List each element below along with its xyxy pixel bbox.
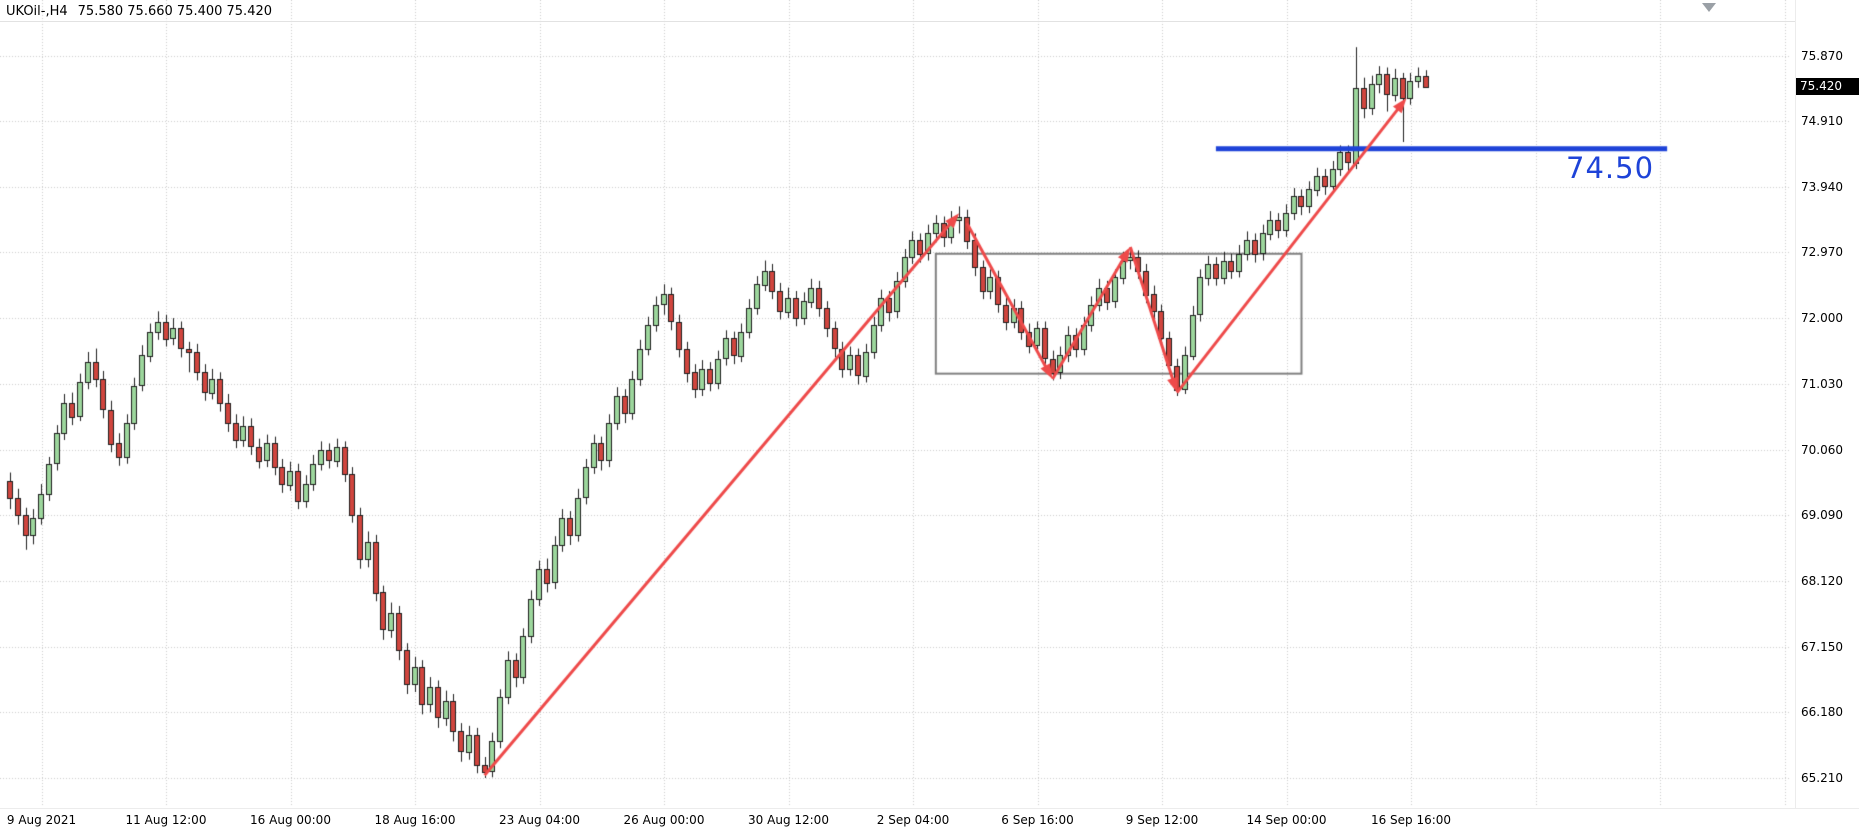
price-axis-label: 68.120 [1801,573,1843,588]
price-axis-label: 67.150 [1801,639,1843,654]
ohlc-readout: 75.580 75.660 75.400 75.420 [77,4,273,19]
time-axis-label: 23 Aug 04:00 [499,813,580,827]
support-level-label[interactable]: 74.50 [1566,151,1655,185]
time-axis-label: 18 Aug 16:00 [374,813,456,827]
price-axis[interactable]: 75.420 75.870 74.910 73.940 72.970 72.000 71.… [1795,0,1859,808]
time-axis-label: 30 Aug 12:00 [748,813,829,827]
current-price-badge: 75.420 [1796,78,1859,96]
price-axis-label: 74.910 [1801,114,1843,129]
time-axis-label: 6 Sep 16:00 [1001,813,1074,827]
time-axis-label: 14 Sep 00:00 [1246,813,1327,827]
time-axis-label: 2 Sep 04:00 [876,813,950,827]
chart-title: UKOil-,H4 75.580 75.660 75.400 75.420 [6,4,272,19]
time-axis-label: 16 Sep 16:00 [1370,813,1452,827]
time-axis-label: 16 Aug 00:00 [250,813,331,827]
chart-shift-marker-icon [1702,3,1716,12]
price-axis-label: 69.090 [1801,508,1843,523]
price-axis-label: 71.030 [1801,376,1843,391]
price-axis-label: 72.970 [1801,245,1843,260]
price-axis-label: 72.000 [1801,311,1843,326]
symbol-timeframe-label: UKOil-,H4 [6,4,68,19]
price-axis-label: 73.940 [1801,179,1843,194]
time-axis-label: 26 Aug 00:00 [623,813,705,827]
top-separator [0,21,1795,22]
price-axis-label: 65.210 [1801,771,1843,785]
price-axis-label: 70.060 [1801,442,1843,457]
time-axis[interactable]: 9 Aug 2021 11 Aug 12:00 16 Aug 00:00 18 Aug… [0,808,1859,830]
time-axis-label: 9 Aug 2021 [6,813,77,827]
price-axis-label: 66.180 [1801,705,1843,720]
time-axis-label: 9 Sep 12:00 [1125,813,1199,827]
time-axis-label: 11 Aug 12:00 [125,813,207,827]
price-axis-label: 75.870 [1801,49,1843,63]
